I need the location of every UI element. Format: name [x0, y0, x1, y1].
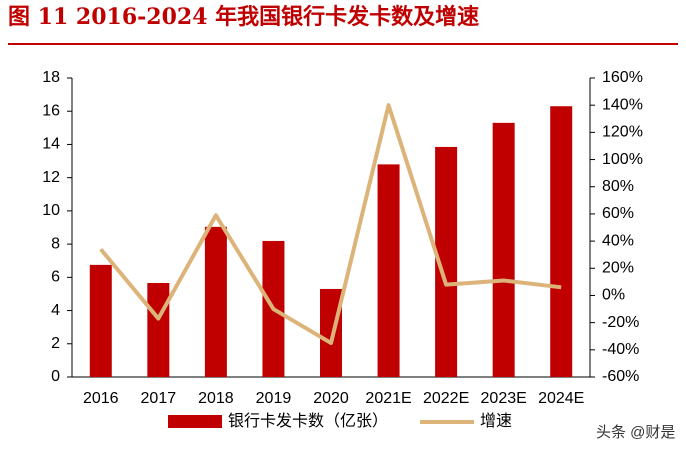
- x-tick-label: 2020: [313, 390, 349, 407]
- bar: [320, 288, 342, 377]
- x-tick-label: 2023E: [481, 390, 527, 407]
- bar: [147, 282, 170, 377]
- y-tick-label: 18: [42, 69, 60, 86]
- y2-tick-label: -20%: [602, 314, 639, 331]
- bar: [435, 146, 458, 377]
- chart-title: 图 11 2016-2024 年我国银行卡发卡数及增速: [8, 4, 479, 30]
- y-tick-label: 8: [51, 235, 60, 252]
- x-tick-label: 2019: [256, 390, 292, 407]
- y2-tick-label: -40%: [602, 341, 639, 358]
- y2-tick-label: 100%: [602, 151, 643, 168]
- legend-swatch: [168, 415, 222, 428]
- y-tick-label: 0: [51, 368, 60, 385]
- y-tick-label: 4: [51, 302, 60, 319]
- y-tick-label: 10: [42, 202, 60, 219]
- y2-tick-label: 20%: [602, 259, 634, 276]
- y-tick-label: 12: [42, 169, 60, 186]
- legend-label: 增速: [480, 412, 512, 430]
- y2-tick-label: 60%: [602, 205, 634, 222]
- y2-tick-label: 140%: [602, 96, 643, 113]
- y-tick-label: 14: [42, 136, 60, 153]
- bar: [377, 164, 400, 377]
- x-tick-label: 2017: [141, 390, 177, 407]
- y-tick-label: 16: [42, 102, 60, 119]
- x-tick-label: 2016: [83, 390, 119, 407]
- y-tick-label: 2: [51, 335, 60, 352]
- bar: [204, 226, 227, 377]
- y2-tick-label: 160%: [602, 69, 643, 86]
- y2-tick-label: 40%: [602, 232, 634, 249]
- x-tick-label: 2018: [198, 390, 234, 407]
- bar: [492, 122, 515, 377]
- watermark: 头条 @财是: [596, 424, 675, 441]
- y2-tick-label: 80%: [602, 178, 634, 195]
- bar: [89, 264, 112, 377]
- legend-label: 银行卡发卡数（亿张）: [228, 412, 388, 430]
- y2-tick-label: -60%: [602, 368, 639, 385]
- x-tick-label: 2022E: [423, 390, 469, 407]
- bar: [550, 106, 573, 377]
- line: [99, 103, 562, 346]
- y2-tick-label: 120%: [602, 124, 643, 141]
- y-tick-label: 6: [51, 269, 60, 286]
- x-tick-label: 2024E: [538, 390, 584, 407]
- x-tick-label: 2021E: [365, 390, 411, 407]
- y2-tick-label: 0%: [602, 287, 625, 304]
